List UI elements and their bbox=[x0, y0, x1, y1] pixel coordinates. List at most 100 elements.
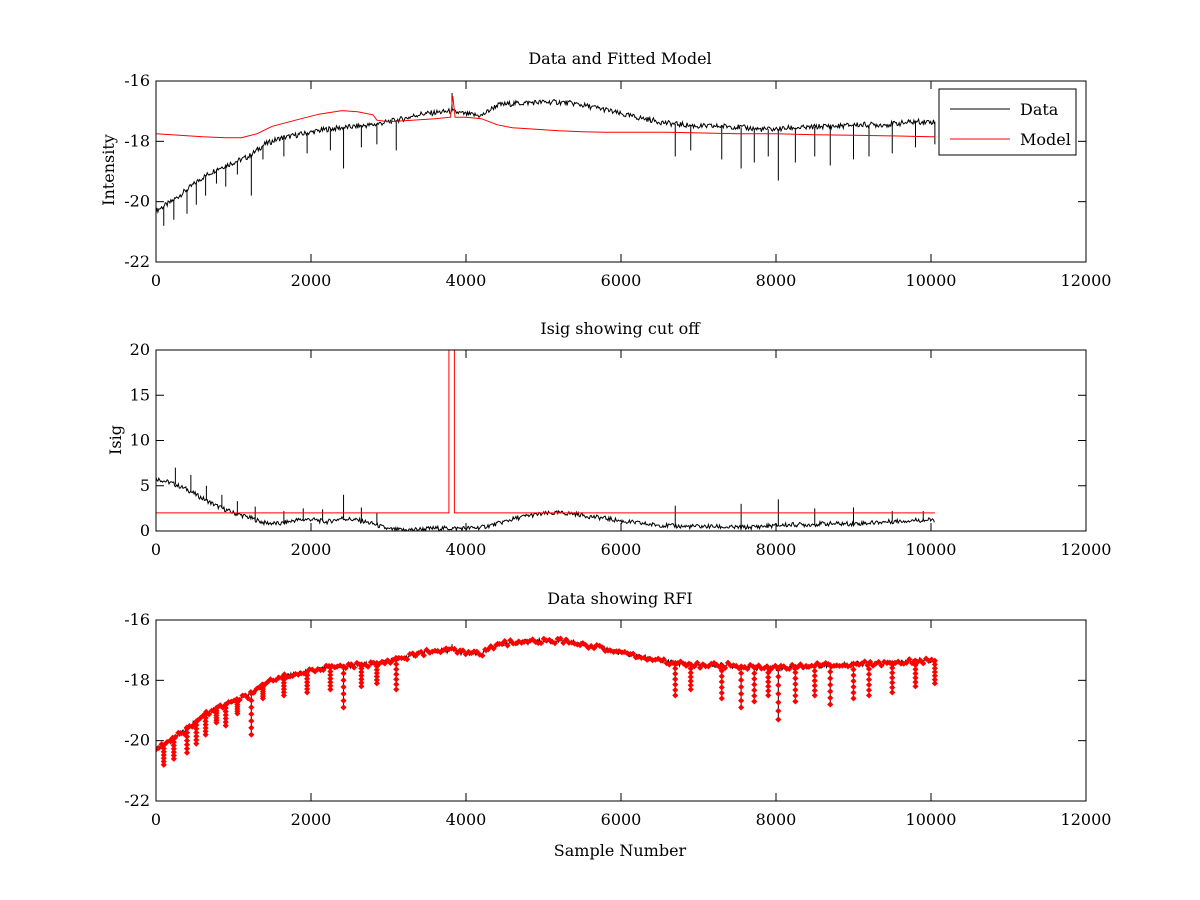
rfi-marker bbox=[280, 692, 287, 699]
rfi-marker bbox=[327, 686, 334, 693]
rfi-marker bbox=[672, 665, 679, 672]
rfi-marker bbox=[889, 679, 896, 686]
rfi-marker bbox=[755, 662, 762, 669]
rfi-marker bbox=[473, 648, 480, 655]
rfi-marker bbox=[850, 695, 857, 702]
rfi-marker bbox=[718, 667, 725, 674]
rfi-marker bbox=[393, 656, 400, 663]
rfi-marker bbox=[775, 699, 782, 706]
subplot-2-axes: 0 2000 4000 6000 8000 10000 12000 0 5 10 15 20 bbox=[130, 340, 1112, 559]
rfi-marker bbox=[660, 656, 667, 663]
subplot-1-plot-area bbox=[156, 93, 936, 226]
rfi-marker bbox=[865, 692, 873, 699]
series-line-cut-off bbox=[156, 350, 935, 514]
x-tick-label: 8000 bbox=[756, 810, 797, 829]
rfi-marker bbox=[792, 675, 799, 682]
rfi-marker bbox=[340, 683, 347, 691]
rfi-marker bbox=[751, 675, 758, 682]
rfi-marker bbox=[903, 659, 910, 666]
rfi-marker bbox=[865, 671, 873, 678]
rfi-marker bbox=[630, 650, 637, 657]
rfi-marker bbox=[811, 687, 818, 694]
rfi-marker bbox=[738, 663, 745, 670]
rfi-marker bbox=[751, 681, 758, 688]
rfi-marker bbox=[792, 686, 799, 693]
subplot-1-axes: 0 2000 4000 6000 8000 10000 12000 -22 -20 -18 -16 bbox=[124, 71, 1111, 290]
rfi-marker bbox=[738, 670, 745, 677]
rfi-marker bbox=[183, 737, 191, 744]
rfi-marker bbox=[718, 662, 725, 669]
rfi-marker bbox=[718, 684, 725, 691]
rfi-marker bbox=[827, 668, 834, 675]
x-tick-label: 0 bbox=[151, 540, 161, 559]
rfi-marker bbox=[248, 717, 255, 725]
series-layer bbox=[156, 93, 936, 226]
rfi-marker bbox=[189, 723, 196, 730]
y-tick-label: -22 bbox=[124, 252, 150, 271]
rfi-marker bbox=[459, 647, 466, 654]
x-tick-label: 10000 bbox=[906, 540, 957, 559]
subplot-2-title: Isig showing cut off bbox=[540, 319, 701, 338]
rfi-marker bbox=[765, 687, 772, 694]
rfi-marker bbox=[358, 683, 365, 690]
rfi-marker bbox=[850, 660, 857, 667]
rfi-marker bbox=[687, 678, 694, 685]
rfi-marker bbox=[751, 687, 758, 694]
rfi-marker bbox=[340, 677, 347, 684]
rfi-marker bbox=[484, 646, 492, 653]
rfi-marker bbox=[718, 689, 725, 696]
rfi-marker bbox=[792, 663, 799, 670]
rfi-marker bbox=[451, 645, 458, 653]
rfi-marker bbox=[242, 692, 249, 699]
rfi-marker bbox=[672, 686, 679, 694]
rfi-marker bbox=[811, 662, 818, 670]
rfi-marker bbox=[889, 684, 896, 691]
rfi-marker bbox=[672, 676, 679, 683]
rfi-marker bbox=[724, 659, 732, 666]
x-tick-label: 6000 bbox=[601, 271, 642, 290]
x-tick-label: 6000 bbox=[601, 810, 642, 829]
rfi-marker bbox=[917, 657, 924, 664]
rfi-marker bbox=[183, 729, 191, 736]
rfi-marker bbox=[889, 664, 896, 671]
rfi-marker bbox=[751, 698, 758, 705]
rfi-marker bbox=[364, 663, 372, 670]
x-tick-label: 2000 bbox=[291, 810, 332, 829]
y-tick-label: 5 bbox=[140, 476, 150, 495]
rfi-marker bbox=[912, 683, 919, 690]
rfi-marker bbox=[765, 692, 772, 699]
rfi-marker bbox=[744, 665, 751, 672]
rfi-marker bbox=[340, 704, 347, 711]
rfi-marker bbox=[931, 680, 938, 687]
rfi-marker bbox=[213, 719, 220, 726]
x-tick-label: 0 bbox=[151, 271, 161, 290]
rfi-marker bbox=[775, 673, 782, 680]
rfi-marker bbox=[393, 681, 400, 688]
subplot-2-plot-area bbox=[156, 350, 935, 531]
rfi-marker bbox=[912, 657, 919, 664]
y-tick-label: -16 bbox=[124, 610, 150, 629]
rfi-marker bbox=[912, 674, 919, 681]
legend-box bbox=[938, 88, 1077, 156]
rfi-marker bbox=[183, 733, 191, 740]
x-tick-label: 12000 bbox=[1061, 271, 1112, 290]
rfi-marker bbox=[738, 677, 745, 684]
rfi-marker bbox=[687, 665, 694, 672]
rfi-marker bbox=[912, 661, 919, 669]
rfi-marker bbox=[765, 669, 772, 676]
rfi-marker bbox=[340, 690, 347, 697]
rfi-marker bbox=[320, 666, 327, 673]
rfi-marker bbox=[507, 637, 514, 644]
rfi-marker bbox=[827, 675, 834, 682]
rfi-marker bbox=[373, 680, 380, 687]
rfi-marker bbox=[765, 683, 772, 690]
rfi-marker bbox=[889, 669, 896, 676]
x-tick-label: 6000 bbox=[601, 540, 642, 559]
rfi-marker bbox=[827, 681, 834, 688]
rfi-marker bbox=[160, 761, 167, 768]
rfi-marker bbox=[765, 674, 772, 681]
y-tick-label: 10 bbox=[130, 431, 150, 450]
rfi-marker bbox=[722, 664, 729, 671]
y-tick-label: -22 bbox=[124, 791, 150, 810]
rfi-marker bbox=[811, 692, 818, 699]
